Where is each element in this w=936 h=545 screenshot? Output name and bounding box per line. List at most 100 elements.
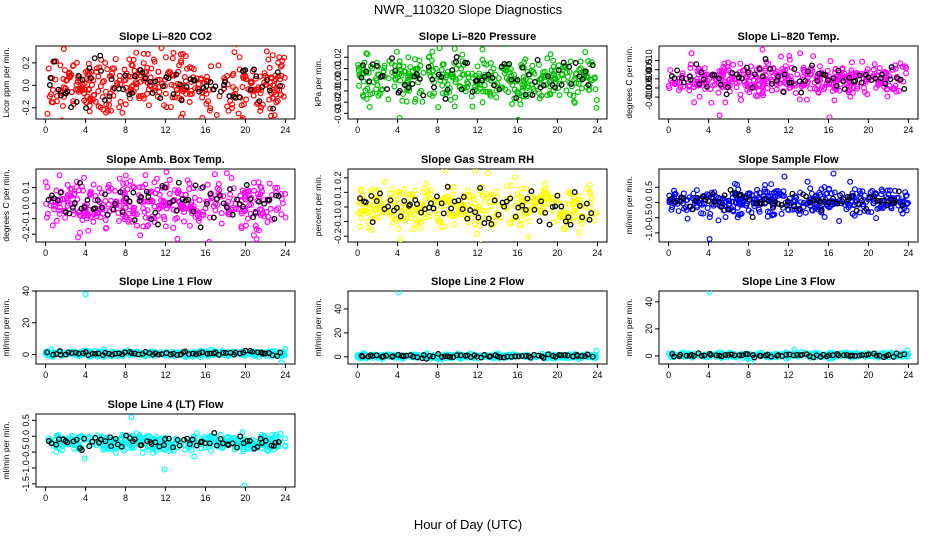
reference-point (259, 84, 266, 91)
data-point (683, 207, 690, 214)
reference-point (725, 352, 732, 359)
data-point (895, 87, 902, 94)
page-title: NWR_110320 Slope Diagnostics (373, 2, 563, 17)
reference-point (522, 91, 529, 98)
data-point (575, 80, 582, 87)
reference-point (389, 353, 396, 360)
data-point (544, 55, 551, 62)
data-point (162, 54, 169, 61)
reference-point (836, 192, 843, 199)
data-point (412, 221, 419, 228)
data-point (76, 229, 83, 236)
data-point (878, 186, 885, 193)
reference-point (749, 84, 756, 91)
data-point (859, 58, 866, 65)
data-point (402, 68, 409, 75)
data-point (122, 172, 129, 179)
y-tick-label: 0.2 (333, 172, 343, 185)
y-tick-label: -0.5 (21, 444, 31, 460)
x-tick-label: 4 (83, 370, 88, 380)
reference-point (123, 432, 130, 439)
data-point (557, 213, 564, 220)
reference-point (229, 211, 236, 218)
reference-point (401, 82, 408, 88)
data-point (509, 81, 516, 88)
reference-point (377, 190, 383, 197)
data-point (55, 432, 62, 439)
data-point (277, 63, 284, 70)
data-point (161, 216, 168, 223)
reference-point (247, 196, 254, 203)
reference-point (430, 353, 436, 360)
reference-point (44, 349, 51, 356)
y-tick-label: 0.01 (333, 60, 343, 78)
data-point (760, 352, 767, 359)
data-point (218, 220, 225, 227)
data-point (64, 76, 71, 83)
data-point (105, 184, 112, 191)
x-tick-label: 8 (123, 370, 128, 380)
reference-point (458, 86, 465, 93)
data-point (524, 83, 531, 90)
reference-point (830, 75, 837, 82)
data-point (721, 60, 728, 67)
reference-point (477, 184, 484, 191)
data-point (152, 84, 159, 91)
data-point (534, 198, 541, 205)
data-point (119, 109, 126, 116)
data-point (539, 69, 546, 76)
reference-point (243, 182, 250, 188)
x-tick-label: 4 (706, 125, 711, 135)
reference-point (418, 209, 425, 216)
reference-point (487, 353, 494, 360)
data-point (551, 71, 558, 78)
data-point (574, 89, 581, 96)
data-point (168, 81, 175, 88)
data-point (186, 222, 193, 229)
reference-point (173, 207, 180, 214)
data-point (563, 87, 570, 94)
reference-point (409, 80, 416, 87)
reference-point (160, 83, 166, 90)
reference-point (706, 350, 713, 357)
reference-point (881, 197, 888, 204)
data-point (148, 65, 155, 72)
data-point (744, 86, 751, 93)
data-point (854, 85, 861, 92)
data-point (213, 111, 220, 118)
x-tick-label: 0 (43, 248, 48, 258)
outlier-point (437, 359, 444, 364)
data-point (567, 58, 574, 65)
outlier-point (441, 169, 448, 174)
data-point (131, 204, 138, 211)
data-point (802, 209, 809, 216)
data-point (45, 435, 52, 442)
reference-point (123, 195, 130, 202)
reference-point (768, 80, 775, 87)
reference-point (192, 182, 199, 189)
reference-point (220, 349, 227, 356)
data-point (199, 114, 206, 119)
data-point (375, 92, 382, 99)
data-point (233, 46, 239, 48)
data-point (381, 64, 388, 71)
data-point (435, 218, 442, 225)
data-point (751, 200, 758, 207)
data-point (215, 62, 222, 69)
data-point (492, 217, 499, 224)
reference-point (558, 352, 565, 359)
reference-point (576, 73, 583, 80)
reference-point (252, 209, 259, 216)
x-tick-label: 8 (123, 248, 128, 258)
data-point (479, 99, 486, 106)
reference-point (420, 352, 427, 358)
reference-point (254, 349, 261, 356)
reference-point (522, 206, 529, 213)
data-point (831, 189, 838, 196)
reference-point (379, 73, 386, 80)
data-point (570, 92, 577, 99)
data-point (261, 213, 268, 220)
data-point (385, 96, 392, 103)
x-tick-label: 16 (512, 248, 522, 258)
reference-point (791, 66, 798, 72)
